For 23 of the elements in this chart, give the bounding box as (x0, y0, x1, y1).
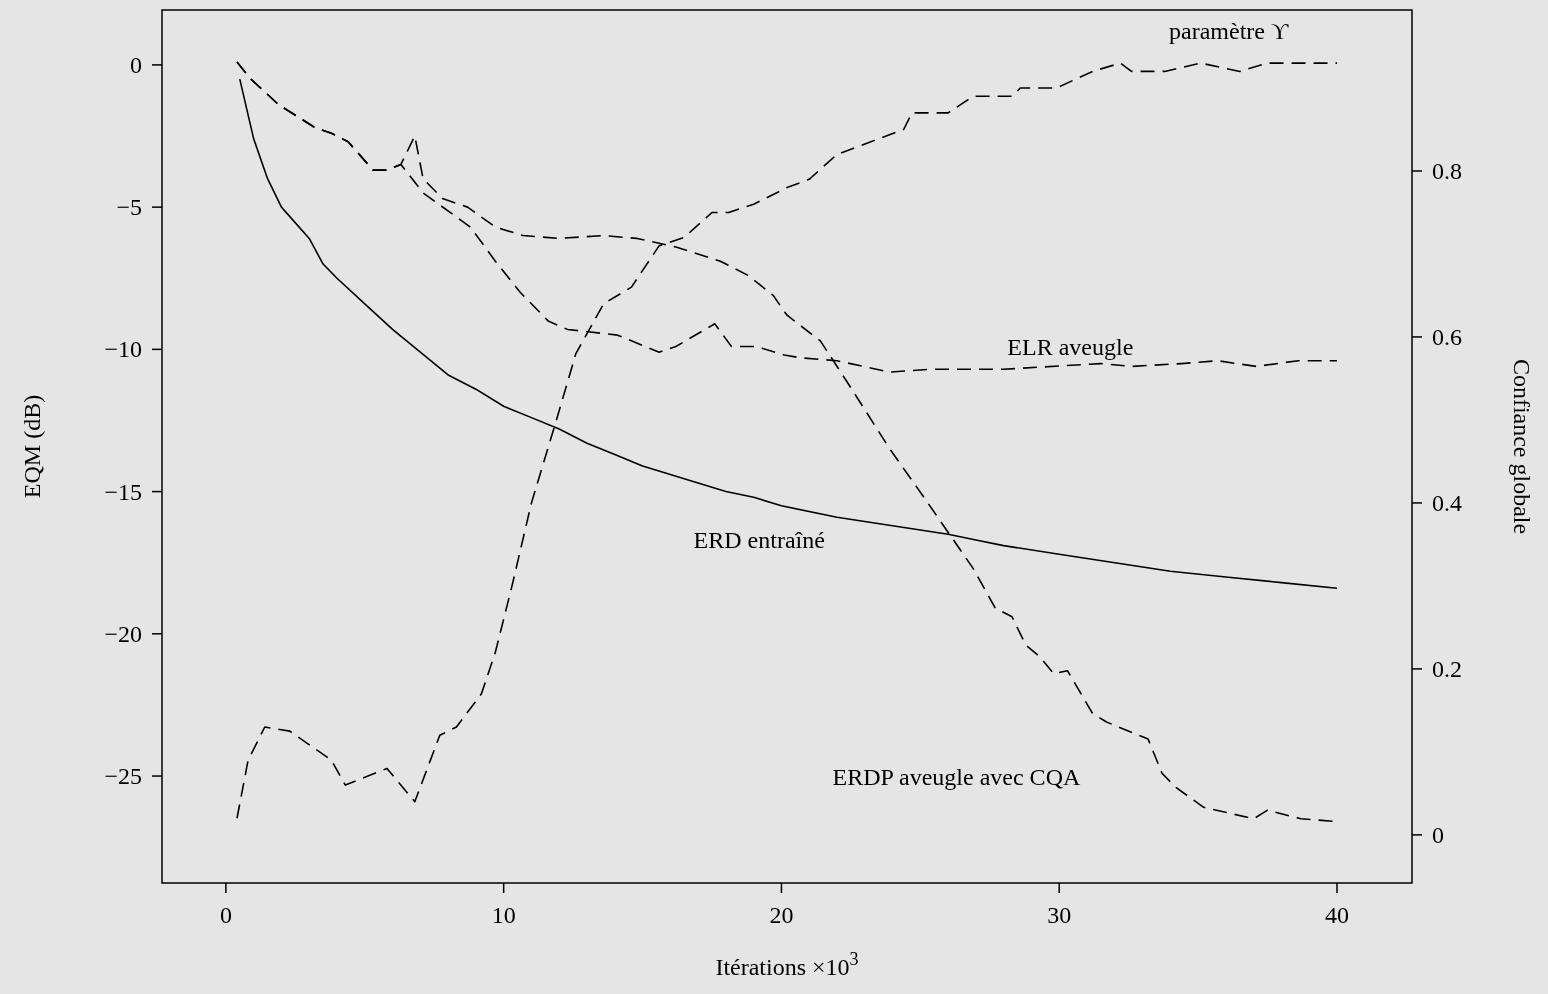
y2-tick-label: 0.6 (1432, 323, 1462, 350)
y-tick-label: −20 (104, 620, 142, 647)
series-label: paramètre ϒ (1169, 18, 1289, 45)
y2-axis-title: Confiance globale (1509, 358, 1535, 535)
y-tick-label: −10 (104, 336, 142, 363)
x-tick-label: 40 (1325, 902, 1349, 928)
y-tick-label: −15 (104, 478, 142, 505)
series-label: ERD entraîné (693, 527, 825, 554)
x-axis-title: Itérations ×10$^{3}$ (715, 949, 859, 980)
y-tick-label: 0 (130, 51, 142, 78)
x-tick-label: 10 (491, 902, 516, 928)
text: ERDP aveugle avec CQA (832, 763, 1081, 790)
x-tick-label: 0 (219, 902, 232, 928)
y-axis-title: EQM (dB) (19, 394, 45, 499)
y-tick-label: −5 (116, 194, 142, 221)
y2-tick-label: 0.4 (1432, 489, 1462, 516)
y-tick-label: −25 (104, 763, 142, 790)
y2-tick-label: 0.2 (1432, 655, 1462, 682)
y2-tick-label: 0.8 (1432, 157, 1462, 184)
y2-tick-label: 0 (1432, 821, 1444, 848)
x-tick-label: 20 (769, 902, 794, 928)
series-label: ELR aveugle (1007, 334, 1134, 361)
x-tick-label: 30 (1047, 902, 1072, 928)
